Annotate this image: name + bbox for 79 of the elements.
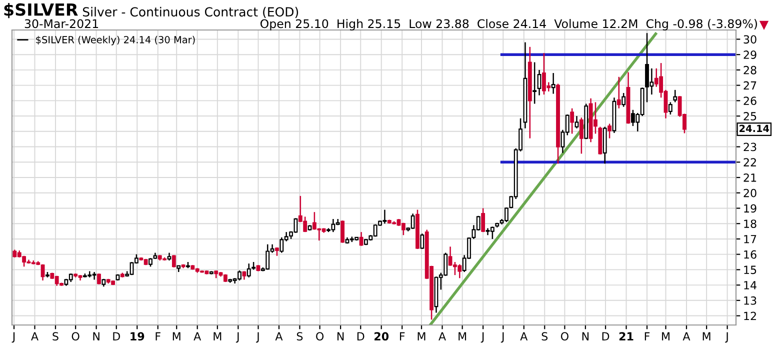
- x-tick-label: 20: [374, 332, 389, 341]
- candlestick: [490, 226, 494, 240]
- y-tick-label: 15: [744, 266, 756, 274]
- chart-subtitle: Silver - Continuous Contract (EOD): [82, 6, 298, 18]
- annotation: 24.14: [740, 124, 770, 132]
- x-tick-label: A: [31, 332, 38, 340]
- x-tick-label: M: [214, 332, 222, 340]
- y-tick-label: 28: [744, 66, 756, 74]
- x-tick-label: S: [52, 332, 58, 341]
- x-tick-label: N: [337, 332, 344, 340]
- candlestick: [551, 72, 556, 94]
- x-tick-label: O: [560, 332, 568, 341]
- x-tick-label: O: [72, 332, 80, 341]
- candlestick: [172, 254, 176, 268]
- y-tick-label: 17: [744, 235, 756, 244]
- candlestick: [574, 115, 579, 129]
- y-tick-label: 22: [744, 158, 756, 166]
- x-tick-label: S: [296, 332, 303, 341]
- candlestick: [340, 220, 345, 244]
- x-tick-label: A: [194, 332, 202, 340]
- x-tick-label: M: [702, 332, 710, 340]
- candlestick: [537, 69, 542, 96]
- x-tick-label: D: [602, 332, 610, 340]
- y-tick-label: 23: [744, 142, 756, 152]
- x-tick-label: D: [113, 332, 120, 340]
- y-tick-label: 30: [744, 35, 756, 44]
- x-tick-label: A: [275, 332, 283, 340]
- x-tick-label: M: [418, 332, 426, 340]
- x-tick-label: 19: [130, 332, 144, 341]
- y-tick-label: 16: [744, 250, 756, 259]
- x-tick-label: S: [542, 332, 548, 341]
- x-tick-label: J: [500, 332, 504, 343]
- x-tick-label: 21: [619, 332, 634, 340]
- candlestick: [579, 116, 584, 154]
- x-tick-label: J: [236, 332, 239, 343]
- candlestick: [420, 232, 424, 250]
- x-tick-label: F: [400, 332, 405, 340]
- candlestick: [246, 262, 251, 278]
- x-tick-label: A: [438, 332, 446, 340]
- y-tick-label: 14: [744, 281, 756, 290]
- x-tick-label: M: [172, 332, 180, 340]
- candlestick: [97, 272, 101, 285]
- x-tick-label: F: [156, 332, 160, 340]
- x-tick-label: N: [93, 332, 100, 340]
- y-tick-label: 19: [744, 204, 756, 213]
- y-tick-label: 21: [744, 173, 756, 182]
- x-tick-label: M: [458, 332, 466, 340]
- y-tick-label: 20: [744, 188, 756, 198]
- candlestick: [668, 102, 672, 116]
- candlestick: [481, 208, 486, 233]
- x-tick-label: O: [316, 332, 324, 341]
- candlestick: [608, 123, 612, 139]
- x-tick-label: J: [256, 332, 259, 343]
- x-tick-label: J: [725, 332, 728, 343]
- candlestick: [616, 76, 621, 109]
- y-tick-label: 27: [744, 81, 756, 90]
- y-tick-label: 12: [744, 312, 756, 320]
- candlestick: [673, 89, 678, 103]
- y-tick-label: 29: [744, 50, 756, 59]
- x-tick-label: J: [480, 332, 484, 343]
- candlestick: [622, 92, 626, 108]
- x-tick-label: N: [582, 332, 589, 340]
- candlestick: [401, 222, 406, 236]
- x-tick-label: J: [12, 332, 15, 343]
- y-tick-label: 26: [744, 96, 756, 106]
- x-tick-label: D: [357, 332, 364, 340]
- x-tick-label: M: [662, 332, 670, 340]
- y-tick-label: 25: [744, 112, 756, 120]
- x-tick-label: A: [682, 332, 690, 340]
- candlestick: [532, 62, 537, 104]
- legend-label: $SILVER (Weekly) 24.14 (30 Mar): [36, 36, 195, 46]
- y-tick-label: 13: [744, 296, 756, 305]
- x-tick-label: F: [644, 332, 650, 340]
- candlestick: [570, 108, 574, 134]
- y-tick-label: 18: [744, 220, 756, 228]
- text: 30-Mar-2021: [24, 19, 98, 28]
- annotation: Open 25.10 High 25.15 Low 23.88 Close 24.14 Volume 12.2M Chg -0.98 (-3.89%): [260, 19, 757, 30]
- chart-title: $SILVER: [4, 3, 78, 18]
- x-tick-label: A: [520, 332, 528, 340]
